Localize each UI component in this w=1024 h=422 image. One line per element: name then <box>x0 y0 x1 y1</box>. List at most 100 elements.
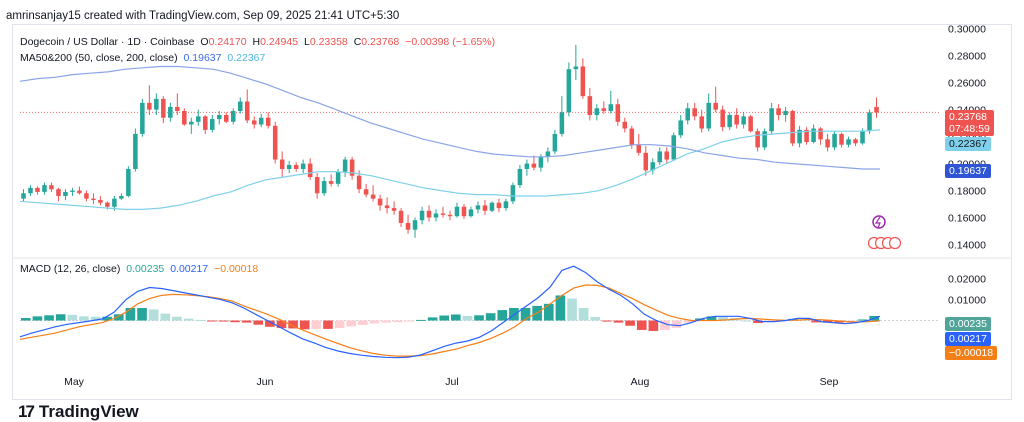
candle-body <box>133 133 138 169</box>
candle-body <box>657 151 663 163</box>
candle-body <box>42 185 47 192</box>
macd-histogram-bar <box>811 320 821 323</box>
candle-body <box>846 139 851 145</box>
candle-body <box>559 112 565 134</box>
candle-body <box>21 193 26 199</box>
candle-body <box>84 193 89 199</box>
candle-body <box>468 209 474 217</box>
macd-histogram-bar <box>241 320 252 323</box>
candle-body <box>189 121 194 125</box>
candle-body <box>517 168 523 186</box>
candle-body <box>447 214 453 217</box>
price-y-tick-label: 0.16000 <box>948 213 986 225</box>
macd-histogram-bar <box>90 316 101 321</box>
candle-body <box>832 133 837 148</box>
high-value: 0.24945 <box>260 36 299 48</box>
macd-histogram-bar <box>671 320 682 328</box>
ma200-value: 0.22367 <box>227 52 266 64</box>
x-axis-month-label: Jun <box>257 376 274 388</box>
macd-signal-line <box>19 284 881 357</box>
last-price-value: 0.23768 <box>949 111 987 123</box>
macd-histogram-bar <box>67 314 78 321</box>
macd-histogram-bar <box>369 320 380 324</box>
macd-signal-value: −0.00018 <box>214 263 259 275</box>
candle-body <box>524 163 530 169</box>
ma50-line <box>19 129 881 210</box>
macd-line-value: 0.00217 <box>170 263 209 275</box>
candle-body <box>77 190 82 194</box>
candle-body <box>203 116 208 130</box>
macd-histogram-bar <box>857 319 868 321</box>
macd-histogram-bar <box>741 320 752 322</box>
candle-body <box>748 116 753 132</box>
macd-histogram-bar <box>753 320 763 324</box>
price-y-tick-label: 0.30000 <box>948 24 986 36</box>
candle-body <box>244 101 250 121</box>
candle-body <box>433 213 439 218</box>
macd-histogram-bar <box>276 320 287 329</box>
chart-frame[interactable] <box>12 24 1012 400</box>
candle-body <box>699 116 704 129</box>
macd-histogram-bar <box>451 314 461 321</box>
candle-body <box>230 110 236 122</box>
ma50-price-tag: 0.19637 <box>945 164 991 178</box>
candle-body <box>328 181 334 184</box>
macd-histogram-bar <box>846 320 856 322</box>
candle-body <box>314 177 320 194</box>
candle-body <box>28 187 33 194</box>
candle-body <box>461 206 467 217</box>
candle-body <box>734 115 739 125</box>
macd-histogram-bar <box>206 320 217 322</box>
macd-signal-tag: −0.00018 <box>945 346 998 360</box>
macd-histogram-bar <box>555 295 566 321</box>
candle-body <box>741 116 746 125</box>
candle-body <box>818 128 823 140</box>
candle-body <box>503 201 509 209</box>
tradingview-brand: 17 TradingView <box>18 402 139 422</box>
candle-body <box>182 110 187 125</box>
candle-body <box>566 69 572 113</box>
candle-body <box>678 120 684 136</box>
price-y-tick-label: 0.28000 <box>948 51 986 63</box>
candle-body <box>293 164 299 169</box>
candle-body <box>776 108 781 116</box>
candle-body <box>482 205 488 211</box>
macd-histogram-bar <box>55 314 66 321</box>
macd-histogram-bar <box>334 320 345 329</box>
candle-body <box>154 98 159 110</box>
candle-body <box>727 115 732 128</box>
close-label: C <box>353 36 362 48</box>
ma200-line <box>19 65 880 170</box>
x-axis-month-label: Sep <box>820 376 839 388</box>
macd-histogram-bar <box>648 320 659 331</box>
candle-body <box>720 109 725 128</box>
macd-histogram-bar <box>636 320 647 330</box>
open-label: O <box>200 36 209 48</box>
ma50-value: 0.19637 <box>183 52 222 64</box>
candle-body <box>825 139 830 148</box>
macd-histogram-bar <box>578 307 589 321</box>
macd-histogram-bar <box>102 316 112 321</box>
macd-line-tag: 0.00217 <box>945 332 991 346</box>
macd-histogram-bar <box>299 320 310 330</box>
candle-body <box>440 213 446 215</box>
macd-histogram-bar <box>172 316 182 321</box>
macd-hist-tag: 0.00235 <box>945 317 991 331</box>
macd-histogram-bar <box>718 316 728 321</box>
candle-body <box>874 106 879 113</box>
candle-body <box>839 133 844 145</box>
candle-body <box>538 156 544 168</box>
candle-body <box>650 162 656 171</box>
candle-body <box>629 128 635 145</box>
candle-body <box>210 119 215 130</box>
candle-body <box>426 210 432 218</box>
macd-legend: MACD (12, 26, close) 0.00235 0.00217 −0.… <box>20 263 261 275</box>
macd-histogram-bar <box>21 318 31 321</box>
candle-body <box>804 129 809 142</box>
candle-body <box>70 190 75 192</box>
symbol-title: Dogecoin / US Dollar · 1D · Coinbase <box>20 36 195 48</box>
macd-histogram-bar <box>485 313 496 321</box>
candle-body <box>119 195 124 199</box>
candle-body <box>790 110 795 144</box>
candle-body <box>258 117 264 125</box>
